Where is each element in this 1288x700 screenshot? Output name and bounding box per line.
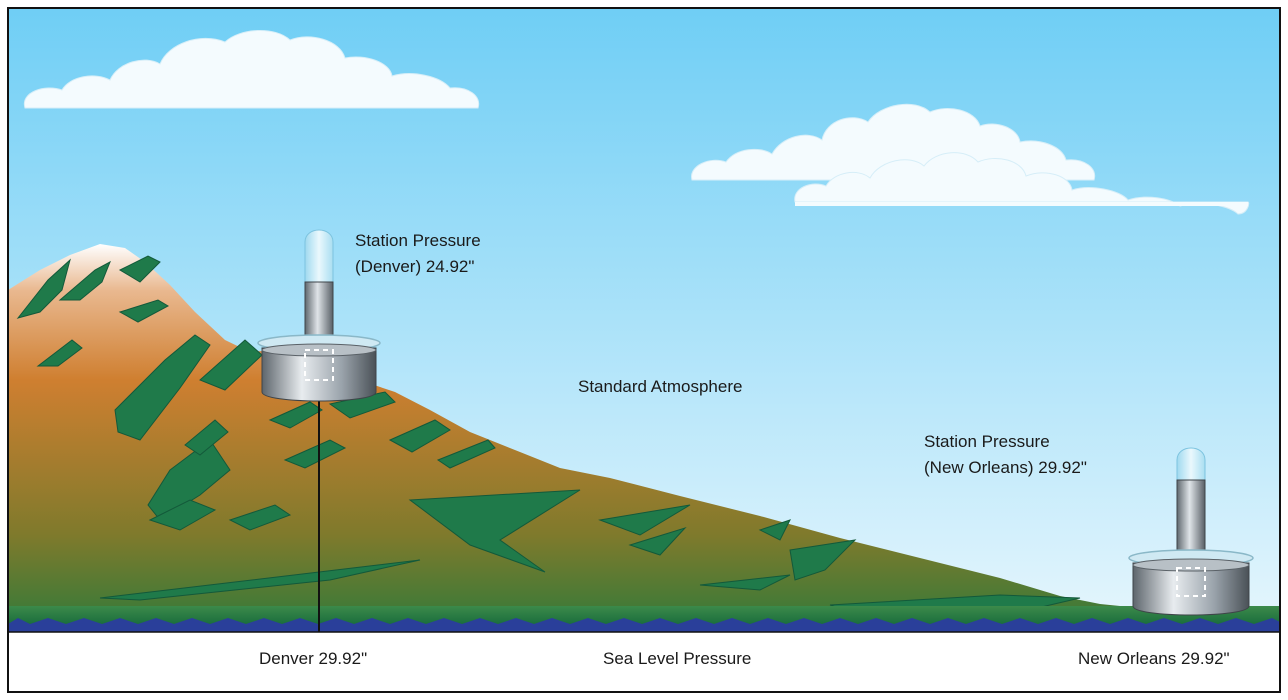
vegetation-patches [16,255,1081,616]
ground-strip [8,606,1280,626]
neworleans-station-label-line2: (New Orleans) 29.92" [924,458,1087,477]
standard-atmosphere-label: Standard Atmosphere [578,377,742,396]
cloud-right [691,103,1250,215]
new-orleans-barometer [1128,447,1254,616]
sea-level-waves [8,618,1280,632]
cloud-left [23,29,480,109]
neworleans-sea-level-label: New Orleans 29.92" [1078,649,1230,668]
denver-barometer [257,229,381,402]
denver-station-label-line2: (Denver) 24.92" [355,257,474,276]
neworleans-station-label-line1: Station Pressure [924,432,1050,451]
diagram-frame [7,7,1281,693]
denver-sea-level-label: Denver 29.92" [259,649,367,668]
denver-station-label-line1: Station Pressure [355,231,481,250]
mountain [8,244,1280,632]
sea-level-pressure-label: Sea Level Pressure [603,649,751,668]
